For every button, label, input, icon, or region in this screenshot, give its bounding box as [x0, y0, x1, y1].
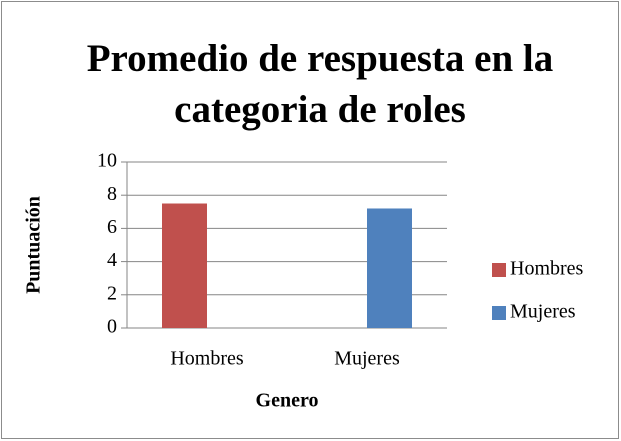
legend-label: Mujeres [510, 301, 576, 323]
x-tick-label: Hombres [170, 348, 244, 370]
y-tick-label: 8 [107, 183, 117, 205]
y-tick-label: 10 [97, 150, 117, 172]
y-tick-label: 6 [107, 216, 117, 238]
bar [367, 208, 412, 328]
x-tick-label: Mujeres [334, 348, 400, 370]
y-axis-title: Puntuación [23, 196, 45, 294]
x-axis-title: Genero [256, 390, 319, 412]
legend-label: Hombres [510, 258, 584, 280]
legend-swatch [492, 306, 506, 320]
chart-title: Promedio de respuesta en la categoria de… [86, 37, 554, 131]
bar [162, 203, 207, 328]
legend-swatch [492, 263, 506, 277]
y-tick-label: 4 [107, 249, 117, 271]
y-tick-label: 2 [107, 282, 117, 304]
y-tick-label: 0 [107, 316, 117, 338]
